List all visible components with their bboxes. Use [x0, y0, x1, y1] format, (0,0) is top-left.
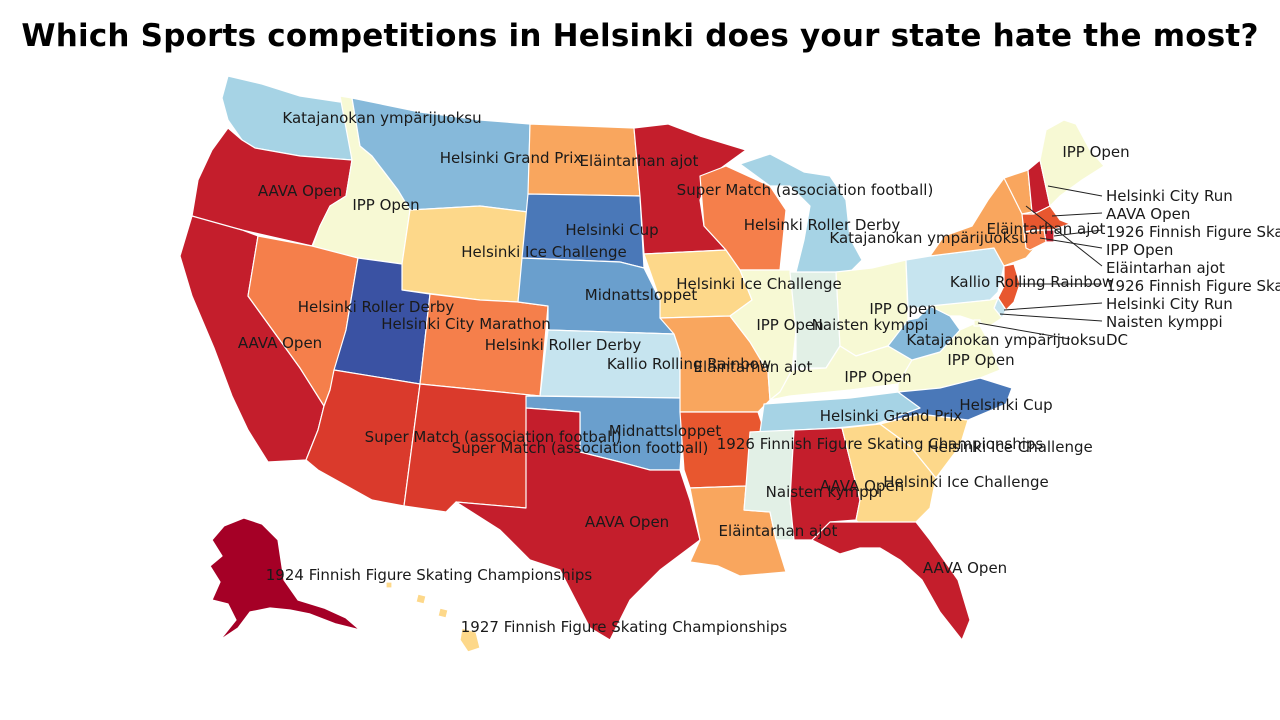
label-ok: Midnattsloppet: [609, 422, 722, 440]
label-wy: Helsinki Ice Challenge: [461, 243, 626, 261]
label-dc: DC: [1106, 331, 1128, 349]
label-nc: Helsinki Cup: [959, 396, 1052, 414]
state-dc[interactable]: DC: [973, 319, 981, 327]
state-ct[interactable]: IPP Open: [1023, 229, 1047, 251]
label-ma: AAVA Open: [1106, 205, 1190, 223]
label-tx: AAVA Open: [585, 513, 669, 531]
label-hi: 1927 Finnish Figure Skating Championship…: [461, 618, 788, 636]
state-labels: Katajanokan ympärijuoksu AAVA Open IPP O…: [238, 109, 1280, 636]
label-md: Naisten kymppi: [1106, 313, 1223, 331]
label-ny: Eläintarhan ajot: [987, 220, 1106, 238]
label-sd: Helsinki Cup: [565, 221, 658, 239]
label-wa: Katajanokan ympärijuoksu: [282, 109, 481, 127]
state-ak[interactable]: 1924 Finnish Figure Skating Championship…: [209, 517, 361, 641]
state-mi[interactable]: Katajanokan ympärijuoksu: [739, 153, 863, 273]
label-ga: Helsinki Ice Challenge: [883, 473, 1048, 491]
label-mn: Super Match (association football): [677, 181, 934, 199]
label-co: Helsinki Roller Derby: [485, 336, 642, 354]
label-pa: Kallio Rolling Rainbow: [950, 273, 1114, 291]
label-il: IPP Open: [756, 316, 823, 334]
label-ri: 1926 Finnish Figure Skating Championship…: [1106, 223, 1280, 241]
state-hi[interactable]: 1927 Finnish Figure Skating Championship…: [385, 581, 481, 653]
label-me: IPP Open: [1062, 143, 1129, 161]
label-ak: 1924 Finnish Figure Skating Championship…: [266, 566, 593, 584]
state-nc[interactable]: Helsinki Cup: [875, 377, 1013, 425]
label-mt: Helsinki Grand Prix: [440, 149, 583, 167]
state-fl[interactable]: AAVA Open: [811, 521, 971, 641]
label-wv: Katajanokan ympärijuoksu: [906, 331, 1105, 349]
label-de: Helsinki City Run: [1106, 295, 1233, 313]
state-me[interactable]: IPP Open: [1039, 119, 1105, 207]
label-ca: AAVA Open: [238, 334, 322, 352]
label-ky: IPP Open: [844, 368, 911, 386]
label-nh: Helsinki City Run: [1106, 187, 1233, 205]
state-ky[interactable]: IPP Open: [769, 345, 913, 401]
label-nd: Eläintarhan ajot: [580, 152, 699, 170]
label-ut: Helsinki City Marathon: [381, 315, 551, 333]
label-sc: Helsinki Ice Challenge: [927, 438, 1092, 456]
label-wi: Helsinki Roller Derby: [744, 216, 901, 234]
label-id: IPP Open: [352, 196, 419, 214]
label-oh: IPP Open: [869, 300, 936, 318]
label-va: IPP Open: [947, 351, 1014, 369]
label-ct: IPP Open: [1106, 241, 1173, 259]
label-in: Naisten kymppi: [812, 316, 929, 334]
label-az: Super Match (association football): [365, 428, 622, 446]
label-or: AAVA Open: [258, 182, 342, 200]
label-ms: Naisten kymppi: [766, 483, 883, 501]
label-ar: 1926 Finnish Figure Skating Championship…: [717, 435, 1044, 453]
label-nj: 1926 Finnish Figure Skating Championship…: [1106, 277, 1280, 295]
leader-lines: [977, 185, 1103, 340]
label-mi: Katajanokan ympärijuoksu: [829, 229, 1028, 247]
label-nv: Helsinki Roller Derby: [298, 298, 455, 316]
label-fl: AAVA Open: [923, 559, 1007, 577]
label-ks: Kallio Rolling Rainbow: [607, 355, 771, 373]
label-ne: Midnattsloppet: [585, 286, 698, 304]
map-title: Which Sports competitions in Helsinki do…: [21, 18, 1259, 54]
state-nj[interactable]: 1926 Finnish Figure Skating Championship…: [997, 263, 1021, 311]
state-md[interactable]: Naisten kymppi: [929, 297, 1003, 327]
label-al: AAVA Open: [820, 477, 904, 495]
label-vt: Eläintarhan ajot: [1106, 259, 1225, 277]
label-ia: Helsinki Ice Challenge: [676, 275, 841, 293]
label-nm: Super Match (association football): [452, 439, 709, 457]
label-tn: Helsinki Grand Prix: [820, 407, 963, 425]
state-tx[interactable]: AAVA Open: [455, 407, 701, 641]
states-layer: Katajanokan ympärijuoksu AAVA Open AAVA …: [179, 75, 1105, 653]
label-la: Eläintarhan ajot: [719, 522, 838, 540]
label-mo: Eläintarhan ajot: [694, 358, 813, 376]
state-mn[interactable]: Super Match (association football): [633, 123, 747, 255]
